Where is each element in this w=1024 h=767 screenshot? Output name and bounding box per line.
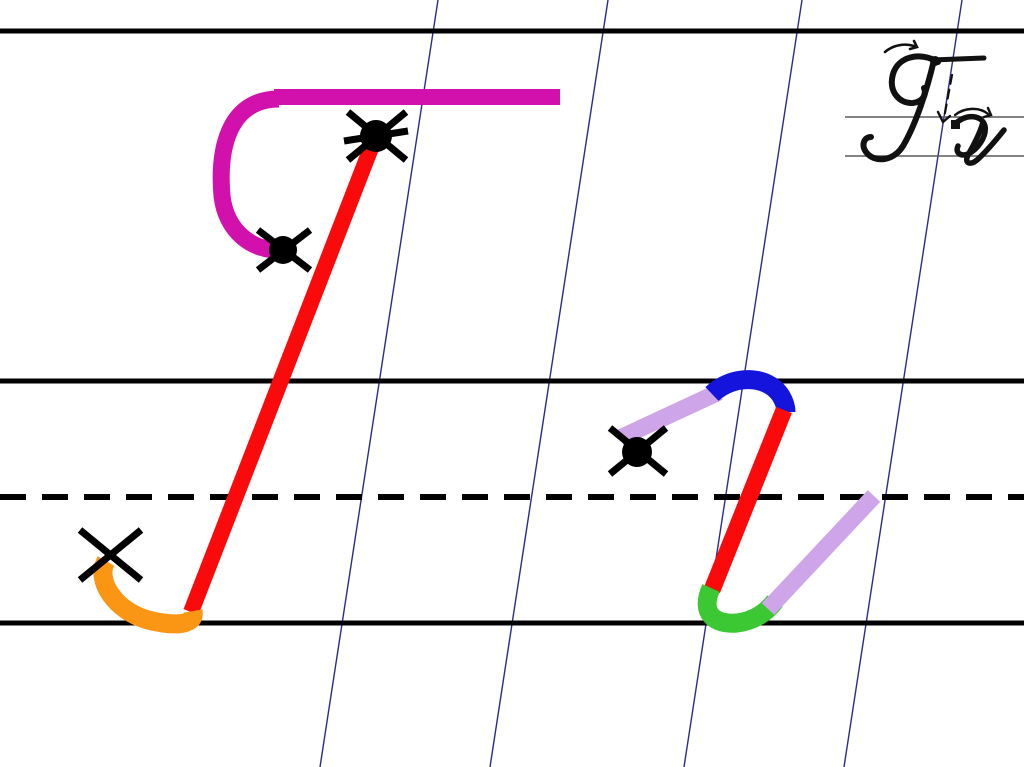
letter-capital-j (77, 89, 560, 634)
reference-glyph-v-startdot (951, 120, 960, 129)
reference-arrow-J-stem (942, 73, 954, 120)
v-top-arc (705, 370, 796, 413)
j-main-descender (183, 127, 386, 615)
v-exit-upstroke (761, 490, 881, 615)
letter-lowercase-v (607, 370, 881, 633)
handwriting-reference-Jv (845, 39, 1024, 166)
v-bottom-arc (697, 584, 783, 633)
reference-arrow-v-loop (953, 107, 990, 117)
reference-arrow-J-loop (883, 43, 916, 54)
j-bottom-hook (93, 556, 203, 634)
reference-arrow-v-loop-head (982, 106, 993, 119)
reference-arrow-J-stem-head (936, 110, 952, 124)
j-loop-crossing-dot-marker (255, 227, 313, 273)
v-start-dot-marker (607, 425, 669, 477)
v-downstroke (704, 406, 792, 594)
reference-glyph-J-stem (860, 57, 937, 163)
j-upper-loop-arc (212, 90, 284, 259)
v-entry-upstroke (616, 384, 723, 446)
reference-glyph-J-dot (930, 56, 940, 66)
j-end-cross-marker (77, 527, 144, 583)
reference-glyph-v-tail (963, 119, 1007, 166)
reference-arrow-J-loop-head (908, 39, 919, 51)
reference-glyph-J-crossbar (929, 55, 987, 63)
reference-glyph-v (952, 114, 988, 158)
j-start-dot-marker (343, 109, 409, 163)
